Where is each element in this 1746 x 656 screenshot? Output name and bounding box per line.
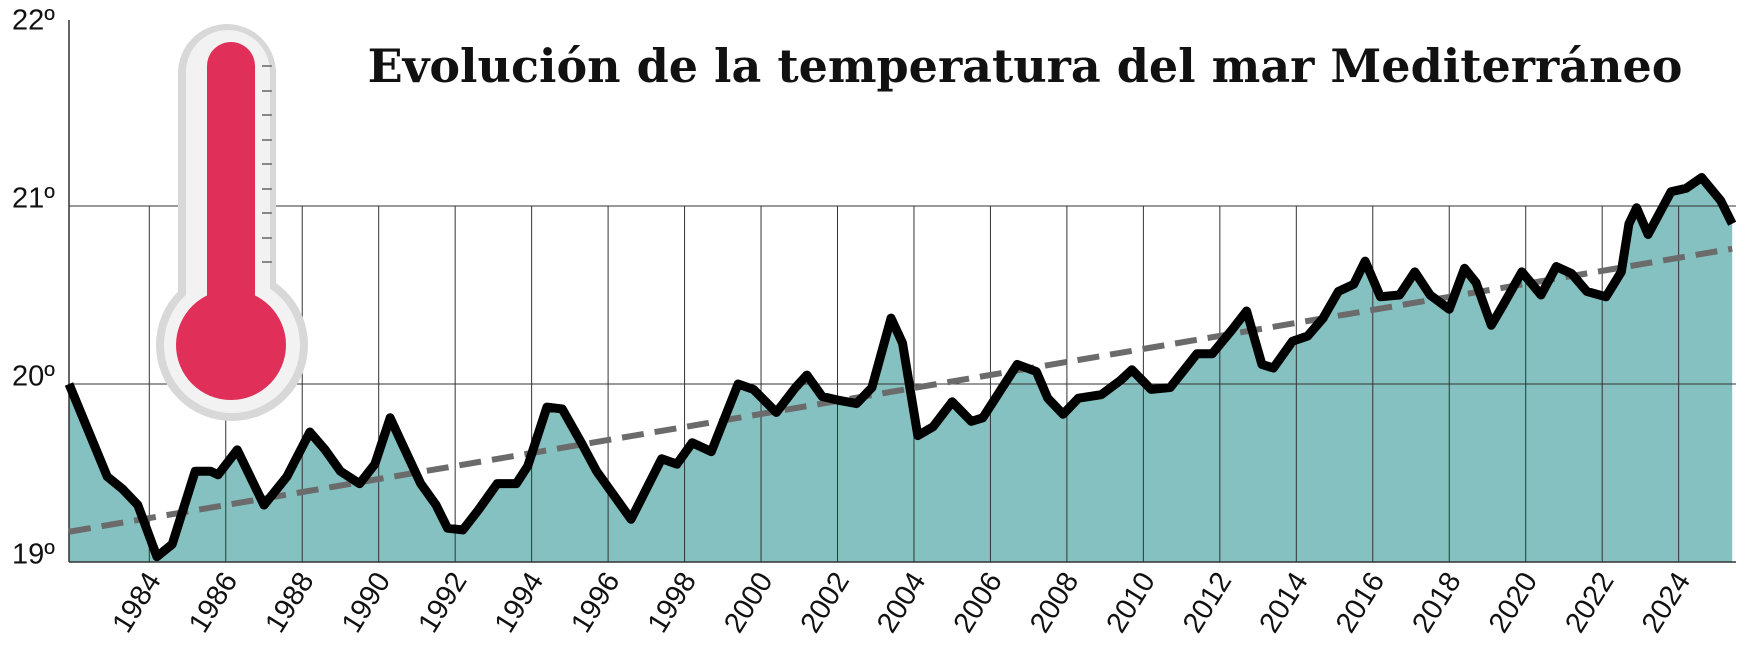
- x-tick-label: 2000: [718, 567, 779, 639]
- x-tick-label: 2002: [795, 567, 856, 639]
- x-tick-label: 2014: [1253, 567, 1314, 639]
- x-tick-label: 2020: [1483, 567, 1544, 639]
- chart-title: Evolución de la temperatura del mar Medi…: [368, 39, 1683, 93]
- x-tick-label: 1988: [259, 567, 320, 639]
- temperature-line: [64, 173, 1737, 562]
- x-tick-label: 2022: [1559, 567, 1620, 639]
- x-tick-label: 1984: [106, 567, 167, 639]
- x-tick-label: 2006: [948, 567, 1009, 639]
- x-tick-label: 1992: [412, 567, 473, 639]
- y-tick-label: 20º: [12, 361, 55, 393]
- x-tick-label: 2016: [1330, 567, 1391, 639]
- x-tick-label: 2004: [871, 567, 932, 639]
- x-tick-label: 2018: [1406, 567, 1467, 639]
- y-tick-label: 19º: [12, 539, 55, 571]
- x-tick-label: 1994: [489, 567, 550, 639]
- y-tick-label: 22º: [12, 5, 55, 37]
- x-tick-label: 1990: [336, 567, 397, 639]
- thermometer-icon: [156, 24, 308, 421]
- area: [69, 177, 1733, 562]
- x-tick-label: 2012: [1177, 567, 1238, 639]
- x-tick-label: 1998: [642, 567, 703, 639]
- y-tick-label: 21º: [12, 183, 55, 215]
- x-tick-label: 1986: [183, 567, 244, 639]
- x-tick-label: 2010: [1100, 567, 1161, 639]
- x-tick-label: 2024: [1636, 567, 1697, 639]
- x-tick-label: 1996: [565, 567, 626, 639]
- x-tick-label: 2008: [1024, 567, 1085, 639]
